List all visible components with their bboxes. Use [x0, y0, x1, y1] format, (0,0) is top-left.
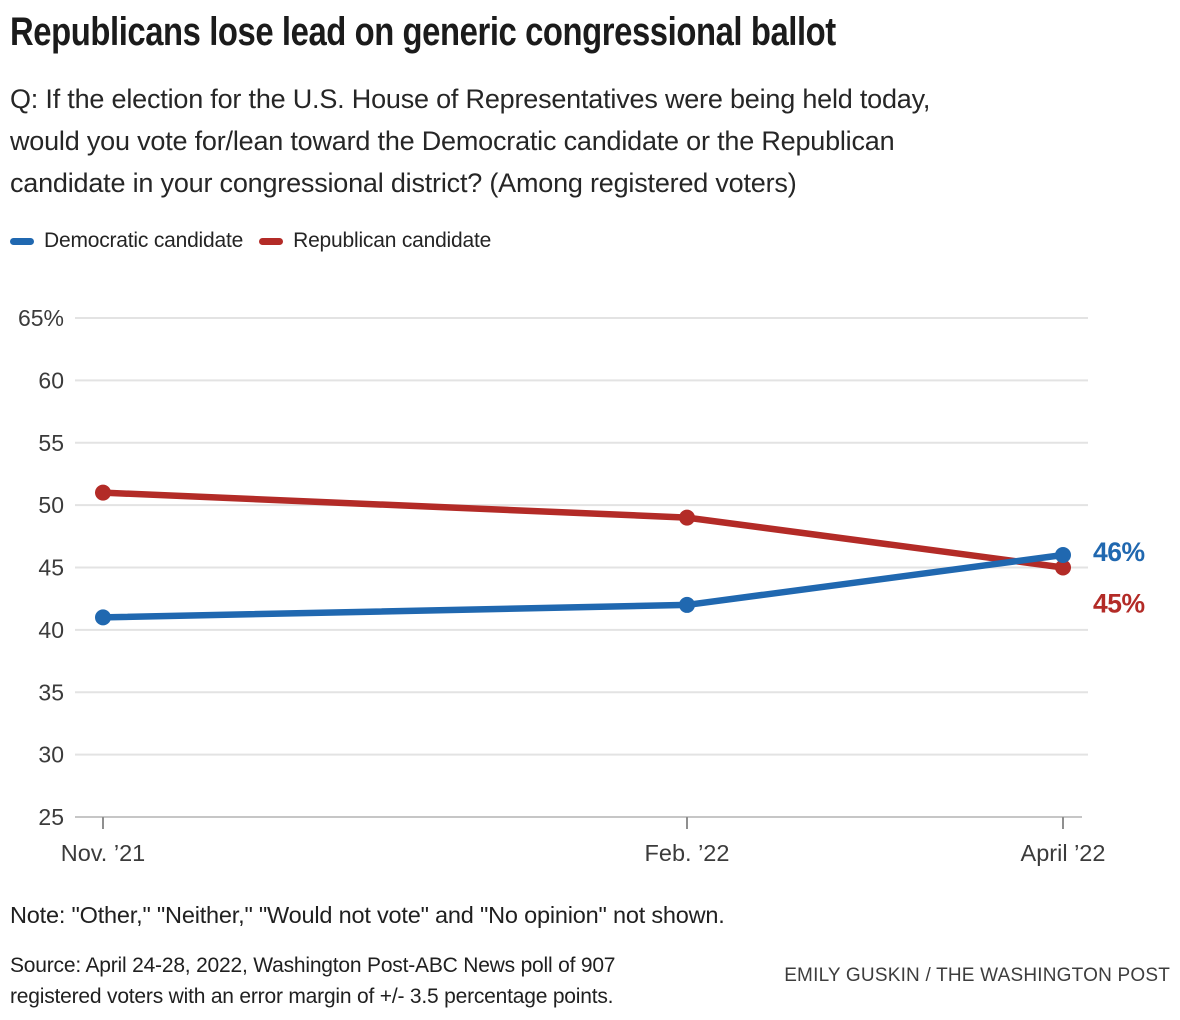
legend-label-democratic: Democratic candidate	[44, 229, 244, 252]
source-text: Source: April 24-28, 2022, Washington Po…	[10, 954, 616, 1008]
series-line-1	[99, 489, 1067, 571]
end-label-1: 45%	[1093, 589, 1145, 619]
data-point-0-1	[679, 596, 695, 613]
chart-title: Republicans lose lead on generic congres…	[10, 8, 1017, 56]
legend-item-republican: Republican candidate	[259, 229, 491, 253]
chart-subtitle-question: Q: If the election for the U.S. House of…	[10, 84, 931, 198]
chart-title-text: Republicans lose lead on generic congres…	[10, 10, 836, 54]
note-text: Note: "Other," "Neither," "Would not vot…	[10, 902, 725, 928]
x-axis-label-1: Feb. ’22	[645, 840, 730, 866]
credit-text: EMILY GUSKIN / THE WASHINGTON POST	[784, 965, 1170, 986]
y-axis-label-45: 45	[38, 555, 64, 581]
x-axis-label-2: April ’22	[1021, 840, 1106, 866]
data-point-0-2	[1055, 547, 1071, 564]
y-axis-label-55: 55	[38, 430, 64, 456]
y-axis-label-60: 60	[38, 367, 64, 393]
y-axis-label-65: 65%	[18, 305, 64, 331]
y-axis-label-35: 35	[38, 679, 64, 705]
x-axis-label-0: Nov. ’21	[61, 840, 145, 866]
data-point-0-0	[95, 609, 111, 626]
y-axis-label-25: 25	[38, 804, 64, 830]
legend: Democratic candidate Republican candidat…	[10, 229, 491, 253]
y-axis-label-40: 40	[38, 617, 64, 643]
data-point-1-1	[679, 509, 695, 526]
legend-label-republican: Republican candidate	[293, 229, 492, 252]
data-point-1-2	[1055, 559, 1071, 576]
legend-swatch-republican-icon	[259, 237, 284, 245]
series-line-0	[99, 551, 1067, 621]
y-axis-label-50: 50	[38, 492, 64, 518]
y-axis-label-30: 30	[38, 742, 64, 768]
legend-swatch-democratic-icon	[10, 237, 34, 245]
data-point-1-0	[95, 484, 111, 501]
legend-item-democratic: Democratic candidate	[10, 229, 243, 253]
end-label-0: 46%	[1093, 537, 1145, 567]
